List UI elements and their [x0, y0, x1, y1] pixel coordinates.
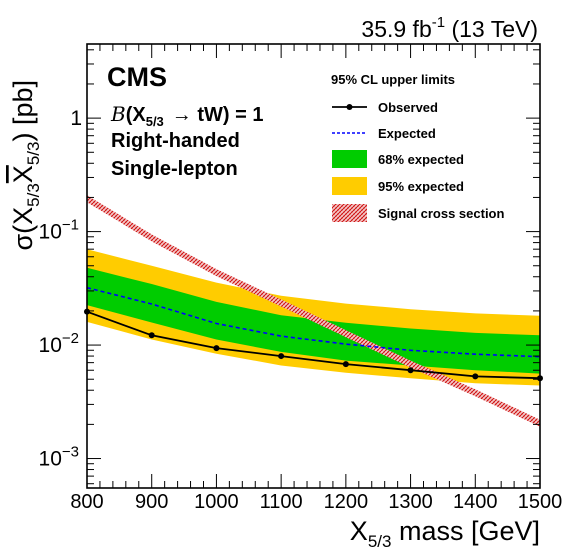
y-tick-label: 10−1 [39, 217, 79, 244]
plot-frame [86, 43, 541, 489]
legend-signal-swatch [332, 204, 367, 222]
y-axis-label: σ(X5/3X5/3) [pb] [8, 80, 43, 251]
x-tick-label: 1400 [453, 491, 498, 513]
x-tick-label: 1100 [260, 491, 303, 513]
x-axis-label: X5/3 mass [GeV] [350, 516, 540, 551]
x-tick-label: 1000 [194, 491, 239, 513]
tick-labels: 800 900 1000 1100 1200 1300 1400 1500 10−3 10−2 10… [39, 107, 563, 513]
experiment-label: CMS [107, 62, 167, 92]
chirality-label: Right-handed [111, 130, 240, 152]
observed-point [407, 367, 414, 374]
y-tick-label: 10−2 [39, 330, 79, 357]
legend-95-label: 95% expected [378, 179, 464, 194]
x-tick-label: 1200 [324, 491, 369, 513]
observed-limit-line [86, 310, 541, 380]
observed-point [148, 332, 155, 339]
tick-marks [86, 44, 541, 488]
legend-95-swatch [332, 177, 367, 195]
observed-point [472, 373, 479, 380]
legend-observed-label: Observed [378, 100, 438, 115]
x-tick-label: 900 [135, 491, 168, 513]
y-label-xbar: X [8, 165, 38, 183]
observed-point [278, 353, 285, 360]
x-tick-label: 1300 [388, 491, 433, 513]
x-tick-label: 1500 [518, 491, 563, 513]
legend-signal-label: Signal cross section [378, 206, 504, 221]
y-tick-label: 1 [70, 107, 82, 130]
legend-expected-label: Expected [378, 126, 436, 141]
lumi-label: 35.9 fb-1 (13 TeV) [361, 14, 538, 42]
legend-68-swatch [332, 150, 367, 168]
y-tick-label: 10−3 [39, 444, 79, 471]
lines-layer [86, 195, 541, 427]
expected-limit-line [86, 286, 541, 358]
branching-fraction-label: B(X5/3 → tW) = 1 [110, 102, 263, 129]
observed-point [342, 361, 349, 368]
legend-68-label: 68% expected [378, 152, 464, 167]
observed-point [213, 345, 220, 352]
legend: 95% CL upper limits Observed Expected 68… [331, 72, 504, 222]
signal-cross-section-band [87, 195, 540, 427]
x-tick-label: 800 [70, 491, 103, 513]
legend-title: 95% CL upper limits [331, 72, 455, 87]
legend-observed-marker [346, 104, 353, 110]
points-layer [84, 308, 543, 382]
channel-label: Single-lepton [111, 158, 238, 180]
